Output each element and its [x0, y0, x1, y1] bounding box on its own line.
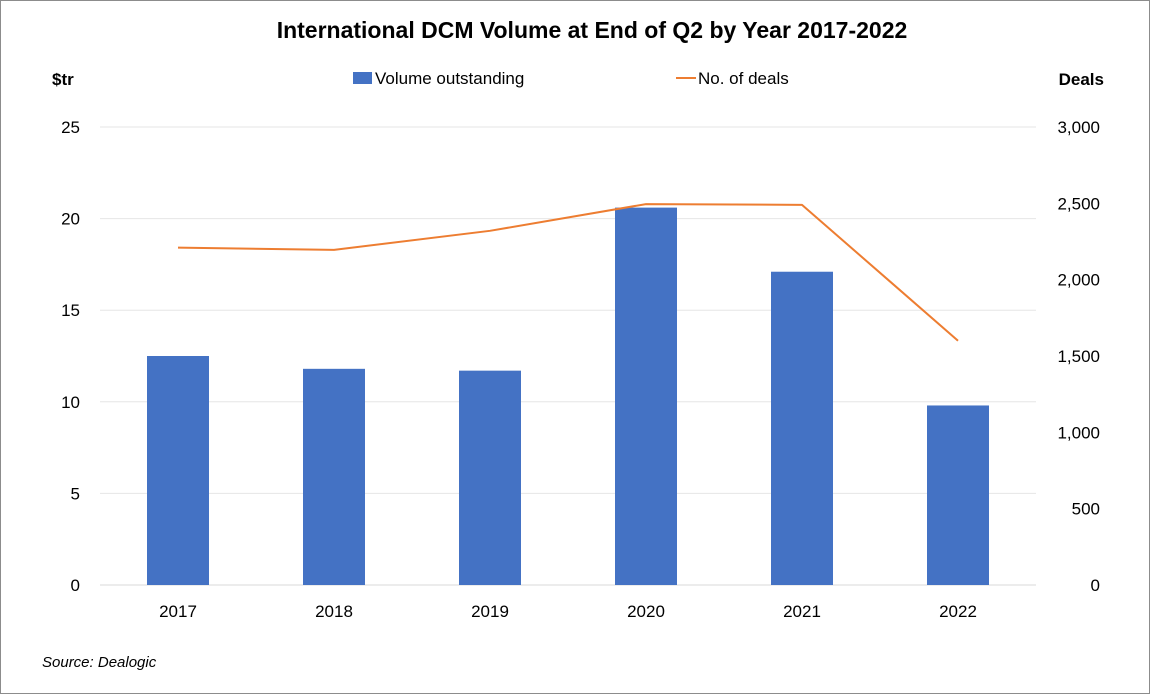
left-tick-label: 15	[61, 301, 80, 320]
right-tick-label: 500	[1072, 500, 1100, 519]
bar-2021	[771, 271, 833, 585]
x-tick-label: 2022	[939, 602, 977, 621]
right-tick-label: 2,500	[1057, 194, 1100, 213]
deals-line-group	[177, 203, 959, 342]
right-axis-ticks: 0 500 1,000 1,500 2,000 2,500 3,000	[1057, 118, 1100, 595]
bar-2019	[459, 370, 521, 585]
x-axis-ticks: 2017 2018 2019 2020 2021 2022	[159, 602, 977, 621]
legend-label-volume: Volume outstanding	[375, 69, 524, 88]
bar-2022	[927, 405, 989, 585]
x-tick-label: 2018	[315, 602, 353, 621]
legend-label-deals: No. of deals	[698, 69, 789, 88]
right-tick-label: 2,000	[1057, 271, 1100, 290]
x-tick-label: 2021	[783, 602, 821, 621]
left-axis-unit: $tr	[52, 70, 74, 89]
x-tick-label: 2019	[471, 602, 509, 621]
legend: Volume outstanding No. of deals	[353, 69, 789, 88]
x-tick-label: 2017	[159, 602, 197, 621]
bar-2017	[147, 356, 209, 585]
chart-title: International DCM Volume at End of Q2 by…	[277, 17, 908, 43]
left-tick-label: 5	[71, 484, 80, 503]
right-axis-unit: Deals	[1059, 70, 1104, 89]
x-tick-label: 2020	[627, 602, 665, 621]
right-tick-label: 0	[1091, 576, 1100, 595]
bar-2018	[303, 368, 365, 585]
right-tick-label: 1,000	[1057, 423, 1100, 442]
left-tick-label: 25	[61, 118, 80, 137]
bar-2020	[615, 207, 677, 585]
deals-line	[177, 203, 959, 342]
source-note: Source: Dealogic	[42, 654, 157, 671]
legend-swatch-volume	[353, 72, 372, 84]
left-axis-ticks: 0 5 10 15 20 25	[61, 118, 80, 595]
left-tick-label: 10	[61, 393, 80, 412]
bars	[147, 207, 989, 585]
left-tick-label: 0	[71, 576, 80, 595]
gridlines	[100, 126, 1036, 586]
left-tick-label: 20	[61, 210, 80, 229]
right-tick-label: 3,000	[1057, 118, 1100, 137]
right-tick-label: 1,500	[1057, 347, 1100, 366]
